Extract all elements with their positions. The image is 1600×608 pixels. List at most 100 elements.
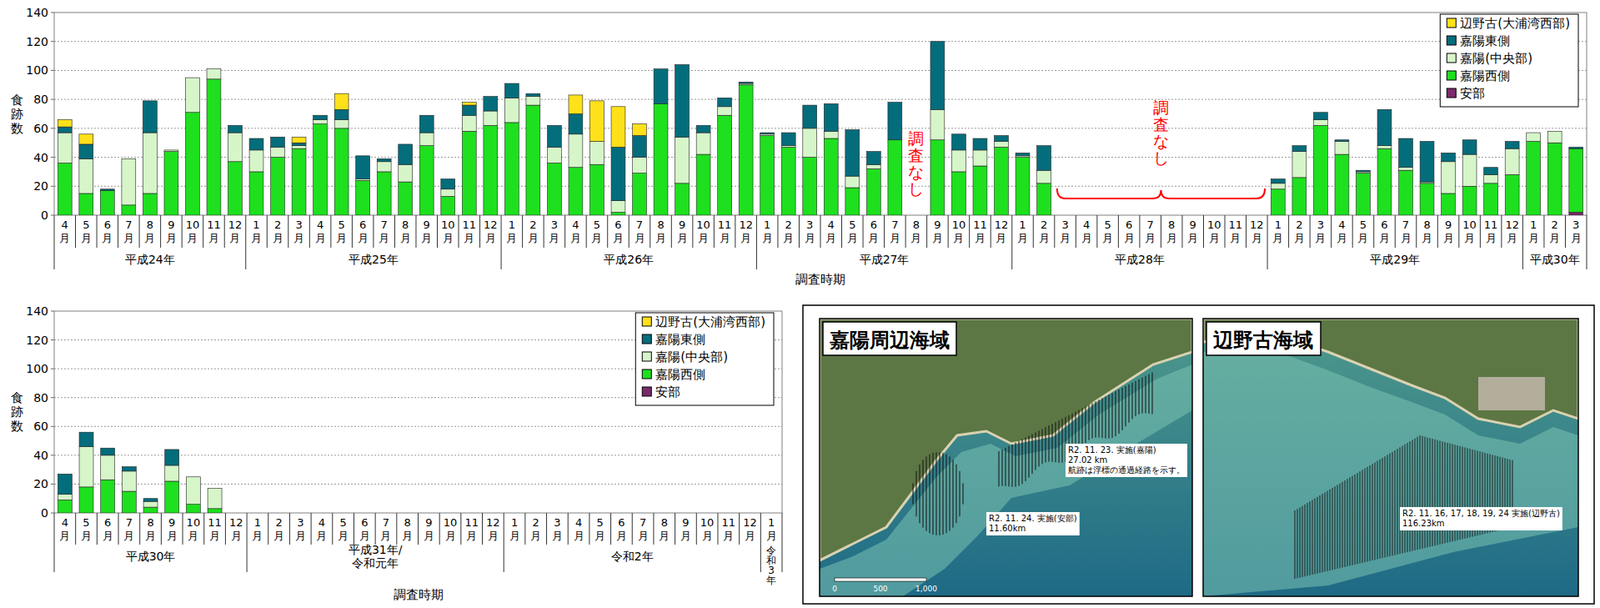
legend-swatch: [642, 334, 652, 344]
tick-label: 11月: [464, 516, 479, 542]
text-line: 食: [10, 390, 24, 406]
tick-label: 6月: [616, 516, 627, 542]
bar: [165, 481, 180, 513]
text-line: 月: [910, 231, 922, 245]
text-line: 月: [336, 231, 347, 245]
text-line: 5: [848, 218, 856, 231]
tick-label: 1月: [251, 516, 263, 542]
text-line: 10: [696, 218, 711, 231]
text-line: 月: [974, 231, 986, 245]
text-line: 11: [464, 516, 479, 529]
survey-track: [1359, 471, 1361, 563]
bar: [313, 115, 328, 120]
text-line: 月: [80, 529, 92, 542]
bar: [165, 449, 180, 466]
tick-label: 3月: [293, 218, 305, 245]
tick-label: 6月: [101, 218, 113, 245]
plot-frame: [54, 12, 1587, 216]
tick-label: 2月: [273, 516, 285, 542]
text-line: 2: [785, 218, 793, 231]
text-line: 月: [208, 231, 220, 245]
survey-track: [929, 454, 931, 534]
map-image-frame: [1203, 318, 1579, 597]
tick-separator: [1415, 215, 1417, 248]
bar: [206, 68, 221, 70]
bar: [568, 134, 583, 168]
text-line: 4: [827, 218, 835, 231]
tick-separator: [436, 215, 438, 248]
survey-track: [1128, 384, 1130, 423]
legend-label: 嘉陽西側: [655, 366, 706, 382]
bar: [568, 95, 583, 115]
survey-track: [1377, 461, 1379, 560]
bar: [100, 189, 115, 191]
text-line: 月: [102, 529, 114, 542]
legend-swatch: [1446, 18, 1456, 28]
text-line: 8: [657, 218, 664, 231]
survey-track: [1357, 472, 1359, 564]
tick-separator: [1352, 215, 1354, 248]
annotation-bracket: [1057, 188, 1265, 199]
text-line: 月: [1421, 231, 1433, 245]
text-line: 月: [744, 529, 756, 542]
text-line: 月: [1400, 231, 1412, 245]
bar: [738, 81, 753, 84]
tick-label: 11月: [722, 516, 737, 542]
text-line: 月: [766, 529, 778, 542]
bar: [249, 171, 264, 216]
survey-track: [1344, 480, 1346, 567]
sea: [819, 318, 1193, 597]
bar: [1037, 170, 1052, 184]
legend-swatch: [1446, 53, 1456, 63]
bar: [207, 488, 222, 509]
text-line: し: [907, 179, 924, 198]
bar: [165, 448, 180, 450]
map-note-box: [1065, 443, 1188, 477]
tick-mark: [50, 127, 55, 129]
tick-separator: [1288, 215, 1290, 248]
tick-mark: [50, 426, 55, 427]
bar: [1334, 154, 1350, 216]
tick-label: 8月: [1421, 218, 1433, 245]
bar: [79, 446, 94, 487]
text-line: 月: [421, 231, 432, 245]
bar: [270, 136, 286, 147]
tick-label: 10月: [1462, 218, 1477, 245]
tick-separator: [181, 215, 183, 248]
survey-track: [1138, 379, 1140, 415]
survey-track: [1404, 444, 1406, 553]
tick-label: 3月: [551, 516, 563, 542]
tick-separator: [1075, 215, 1077, 248]
tick-label: 11月: [717, 218, 733, 245]
text-line: 7: [382, 516, 390, 529]
survey-track: [1302, 506, 1304, 577]
text-line: 1: [254, 516, 261, 529]
tick-label: 11月: [462, 218, 477, 245]
legend-label: 辺野古(大浦湾西部): [655, 314, 766, 330]
text-line: 2: [275, 516, 282, 529]
survey-track: [1025, 437, 1027, 482]
tick-separator: [610, 512, 612, 545]
text-line: 月: [166, 529, 178, 542]
survey-track: [1022, 439, 1024, 485]
map-note: R2. 11. 16, 17, 18, 19, 24 実施(辺野古)116.23…: [1399, 506, 1563, 531]
survey-track: [1332, 487, 1334, 570]
tick-label: 10月: [186, 516, 201, 542]
survey-track: [1002, 449, 1004, 487]
tick-label: 8月: [1166, 218, 1178, 245]
map-note-text: 11.60km: [988, 523, 1026, 533]
text-line: 月: [1123, 231, 1135, 245]
tick-label: 12月: [486, 516, 501, 542]
tick-label: 120: [25, 35, 49, 49]
axis-title: 食跡数: [10, 390, 24, 434]
text-line: 月: [1506, 231, 1518, 245]
tick-label: 8月: [145, 516, 156, 542]
survey-track: [912, 482, 914, 504]
text-line: 10: [1207, 218, 1222, 231]
map-title: 嘉陽周辺海域: [829, 328, 950, 352]
tick-label: 0: [40, 506, 49, 520]
bar: [249, 138, 264, 140]
group-label: 平成24年: [125, 252, 176, 266]
survey-track: [1012, 444, 1014, 487]
text-line: 5: [1359, 218, 1367, 231]
